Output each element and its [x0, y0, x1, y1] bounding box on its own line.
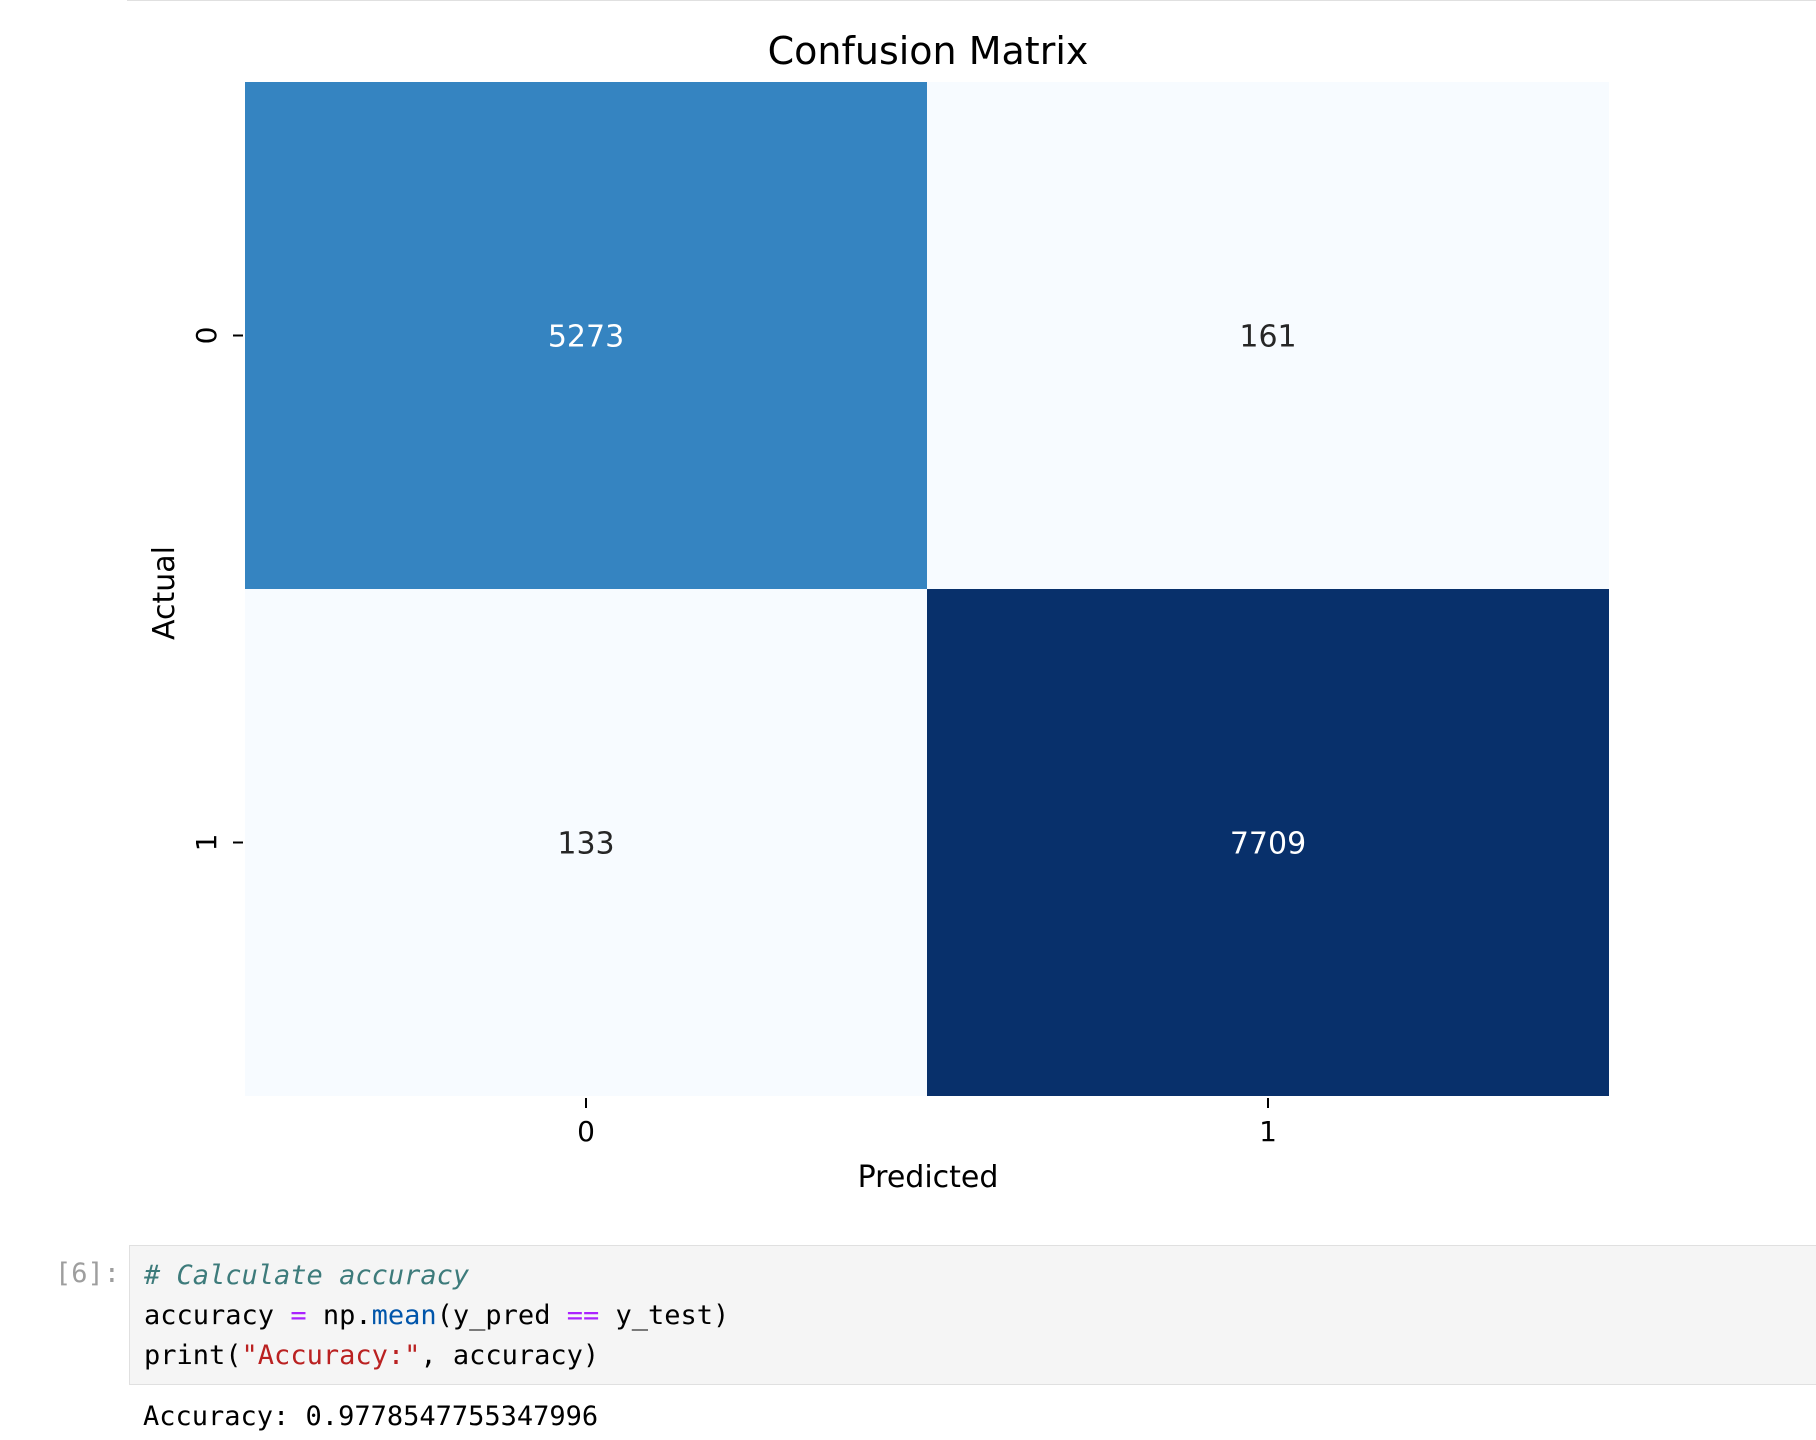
- code-line-3: print("Accuracy:", accuracy): [144, 1336, 599, 1376]
- code-args-open: (y_pred: [436, 1300, 567, 1331]
- code-variable: accuracy: [144, 1300, 275, 1331]
- heatmap-cell-1-0: [245, 589, 927, 1096]
- code-module: np.: [322, 1300, 372, 1331]
- heatmap-cell-1-1: [927, 589, 1609, 1096]
- chart-title: Confusion Matrix: [768, 29, 1089, 73]
- y-tick-label-1: 1: [190, 834, 223, 852]
- heatmap-annotation-0-0: 5273: [548, 320, 624, 355]
- heatmap-annotation-1-0: 133: [557, 827, 614, 862]
- code-print-call: print(: [144, 1340, 242, 1371]
- code-comment: # Calculate accuracy: [144, 1260, 470, 1291]
- cell-execution-count: [6]:: [54, 1258, 120, 1289]
- code-string-literal: "Accuracy:": [241, 1340, 421, 1371]
- code-line-1: # Calculate accuracy: [144, 1256, 469, 1296]
- code-print-args: , accuracy): [420, 1340, 600, 1371]
- code-cell-editor[interactable]: # Calculate accuracy accuracy = np.mean(…: [129, 1245, 1816, 1385]
- plot-output: 5273 161 133 7709 0 1 0 1 Confusion Matrix Pr…: [147, 29, 1609, 1195]
- code-function-name: mean: [371, 1300, 437, 1331]
- code-line-2: accuracy = np.mean(y_pred == y_test): [144, 1296, 729, 1336]
- cell-output-text: Accuracy: 0.9778547755347996: [143, 1401, 599, 1432]
- x-axis-label: Predicted: [858, 1160, 999, 1195]
- code-args-close: y_test): [599, 1300, 730, 1331]
- y-axis-label: Actual: [147, 546, 182, 640]
- heatmap-cell-0-0: [245, 82, 927, 589]
- code-equality-operator: ==: [566, 1300, 600, 1331]
- previous-cell-divider: [127, 0, 1816, 1]
- heatmap-annotation-1-1: 7709: [1230, 827, 1306, 862]
- y-tick-label-0: 0: [190, 327, 223, 345]
- confusion-matrix-plot: 5273 161 133 7709 0 1 0 1 Confusion Matrix Pr…: [147, 29, 1609, 1195]
- x-tick-label-1: 1: [1259, 1115, 1277, 1148]
- x-tick-label-0: 0: [577, 1115, 595, 1148]
- heatmap-annotation-0-1: 161: [1239, 320, 1296, 355]
- heatmap-cell-0-1: [927, 82, 1609, 589]
- code-assign-operator: =: [290, 1300, 307, 1331]
